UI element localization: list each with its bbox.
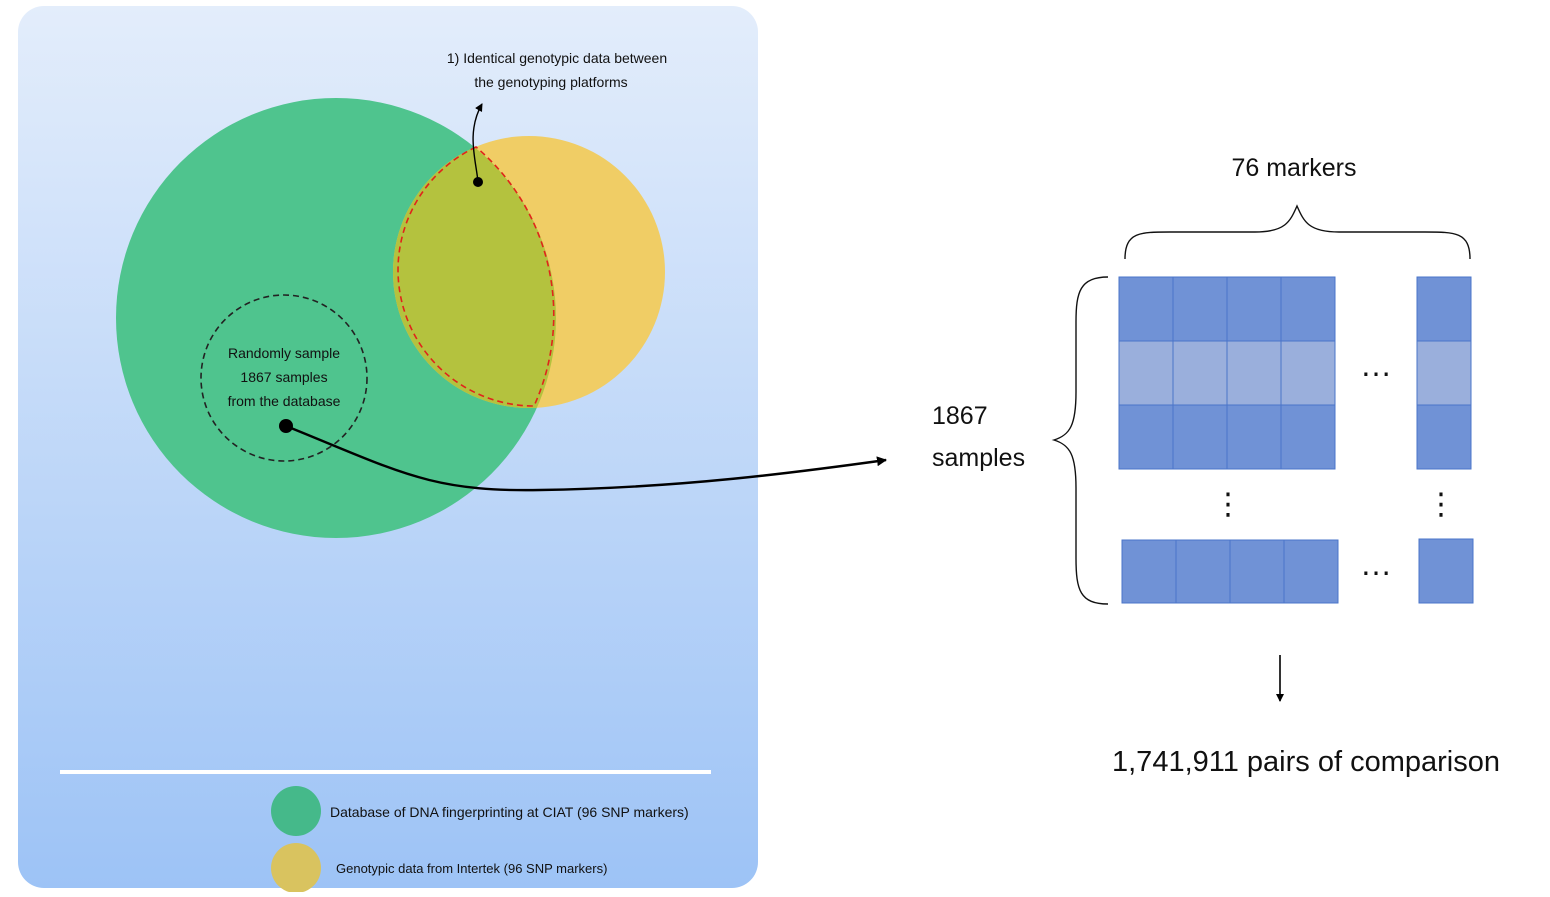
sample-text-line3: from the database <box>228 393 341 409</box>
matrix-cell-corner <box>1418 538 1474 604</box>
matrix-cell-last-row <box>1175 539 1231 604</box>
markers-label: 76 markers <box>1231 154 1356 182</box>
ellipsis-horizontal-bottom: … <box>1360 546 1392 582</box>
samples-brace <box>1051 276 1109 605</box>
matrix-cell <box>1280 340 1336 406</box>
overlap-annotation-arrow <box>472 103 483 183</box>
sample-text-line1: Randomly sample <box>228 345 340 361</box>
matrix-cell <box>1172 340 1228 406</box>
matrix-cell-last-row <box>1229 539 1285 604</box>
matrix-cell <box>1226 404 1282 470</box>
random-sample-circle <box>200 294 368 462</box>
matrix-cell <box>1280 404 1336 470</box>
result-label: 1,741,911 pairs of comparison <box>1112 746 1500 778</box>
matrix-cell-last-row <box>1121 539 1177 604</box>
matrix-cell <box>1118 404 1174 470</box>
legend-intertek-label: Genotypic data from Intertek (96 SNP mar… <box>336 861 607 876</box>
matrix-cell <box>1172 276 1228 342</box>
matrix-cell <box>1172 404 1228 470</box>
matrix-cell-last-column <box>1416 276 1472 342</box>
markers-brace <box>1124 204 1471 260</box>
annotation-line2: the genotyping platforms <box>474 74 627 90</box>
matrix-grid <box>1118 276 1474 604</box>
legend-intertek-swatch <box>271 843 321 893</box>
matrix-cell <box>1118 276 1174 342</box>
ellipsis-horizontal-top: … <box>1360 347 1392 383</box>
ellipsis-vertical-left: ⋮ <box>1213 488 1243 521</box>
matrix-cell <box>1226 340 1282 406</box>
legend-ciat-swatch <box>271 786 321 836</box>
ellipsis-vertical-right: ⋮ <box>1426 488 1456 521</box>
annotation-line1: 1) Identical genotypic data between <box>447 50 667 66</box>
samples-label-line1: 1867 <box>932 402 988 430</box>
matrix-cell <box>1280 276 1336 342</box>
samples-label-line2: samples <box>932 444 1025 472</box>
matrix-cell-last-column <box>1416 340 1472 406</box>
matrix-cell <box>1226 276 1282 342</box>
sample-text-line2: 1867 samples <box>240 369 327 385</box>
legend-ciat-label: Database of DNA fingerprinting at CIAT (… <box>330 804 689 820</box>
matrix-cell <box>1118 340 1174 406</box>
sample-to-matrix-arrow <box>285 424 887 492</box>
overlap-outline <box>397 146 555 407</box>
matrix-cell-last-column <box>1416 404 1472 470</box>
overlap-region <box>393 136 556 408</box>
matrix-cell-last-row <box>1283 539 1339 604</box>
